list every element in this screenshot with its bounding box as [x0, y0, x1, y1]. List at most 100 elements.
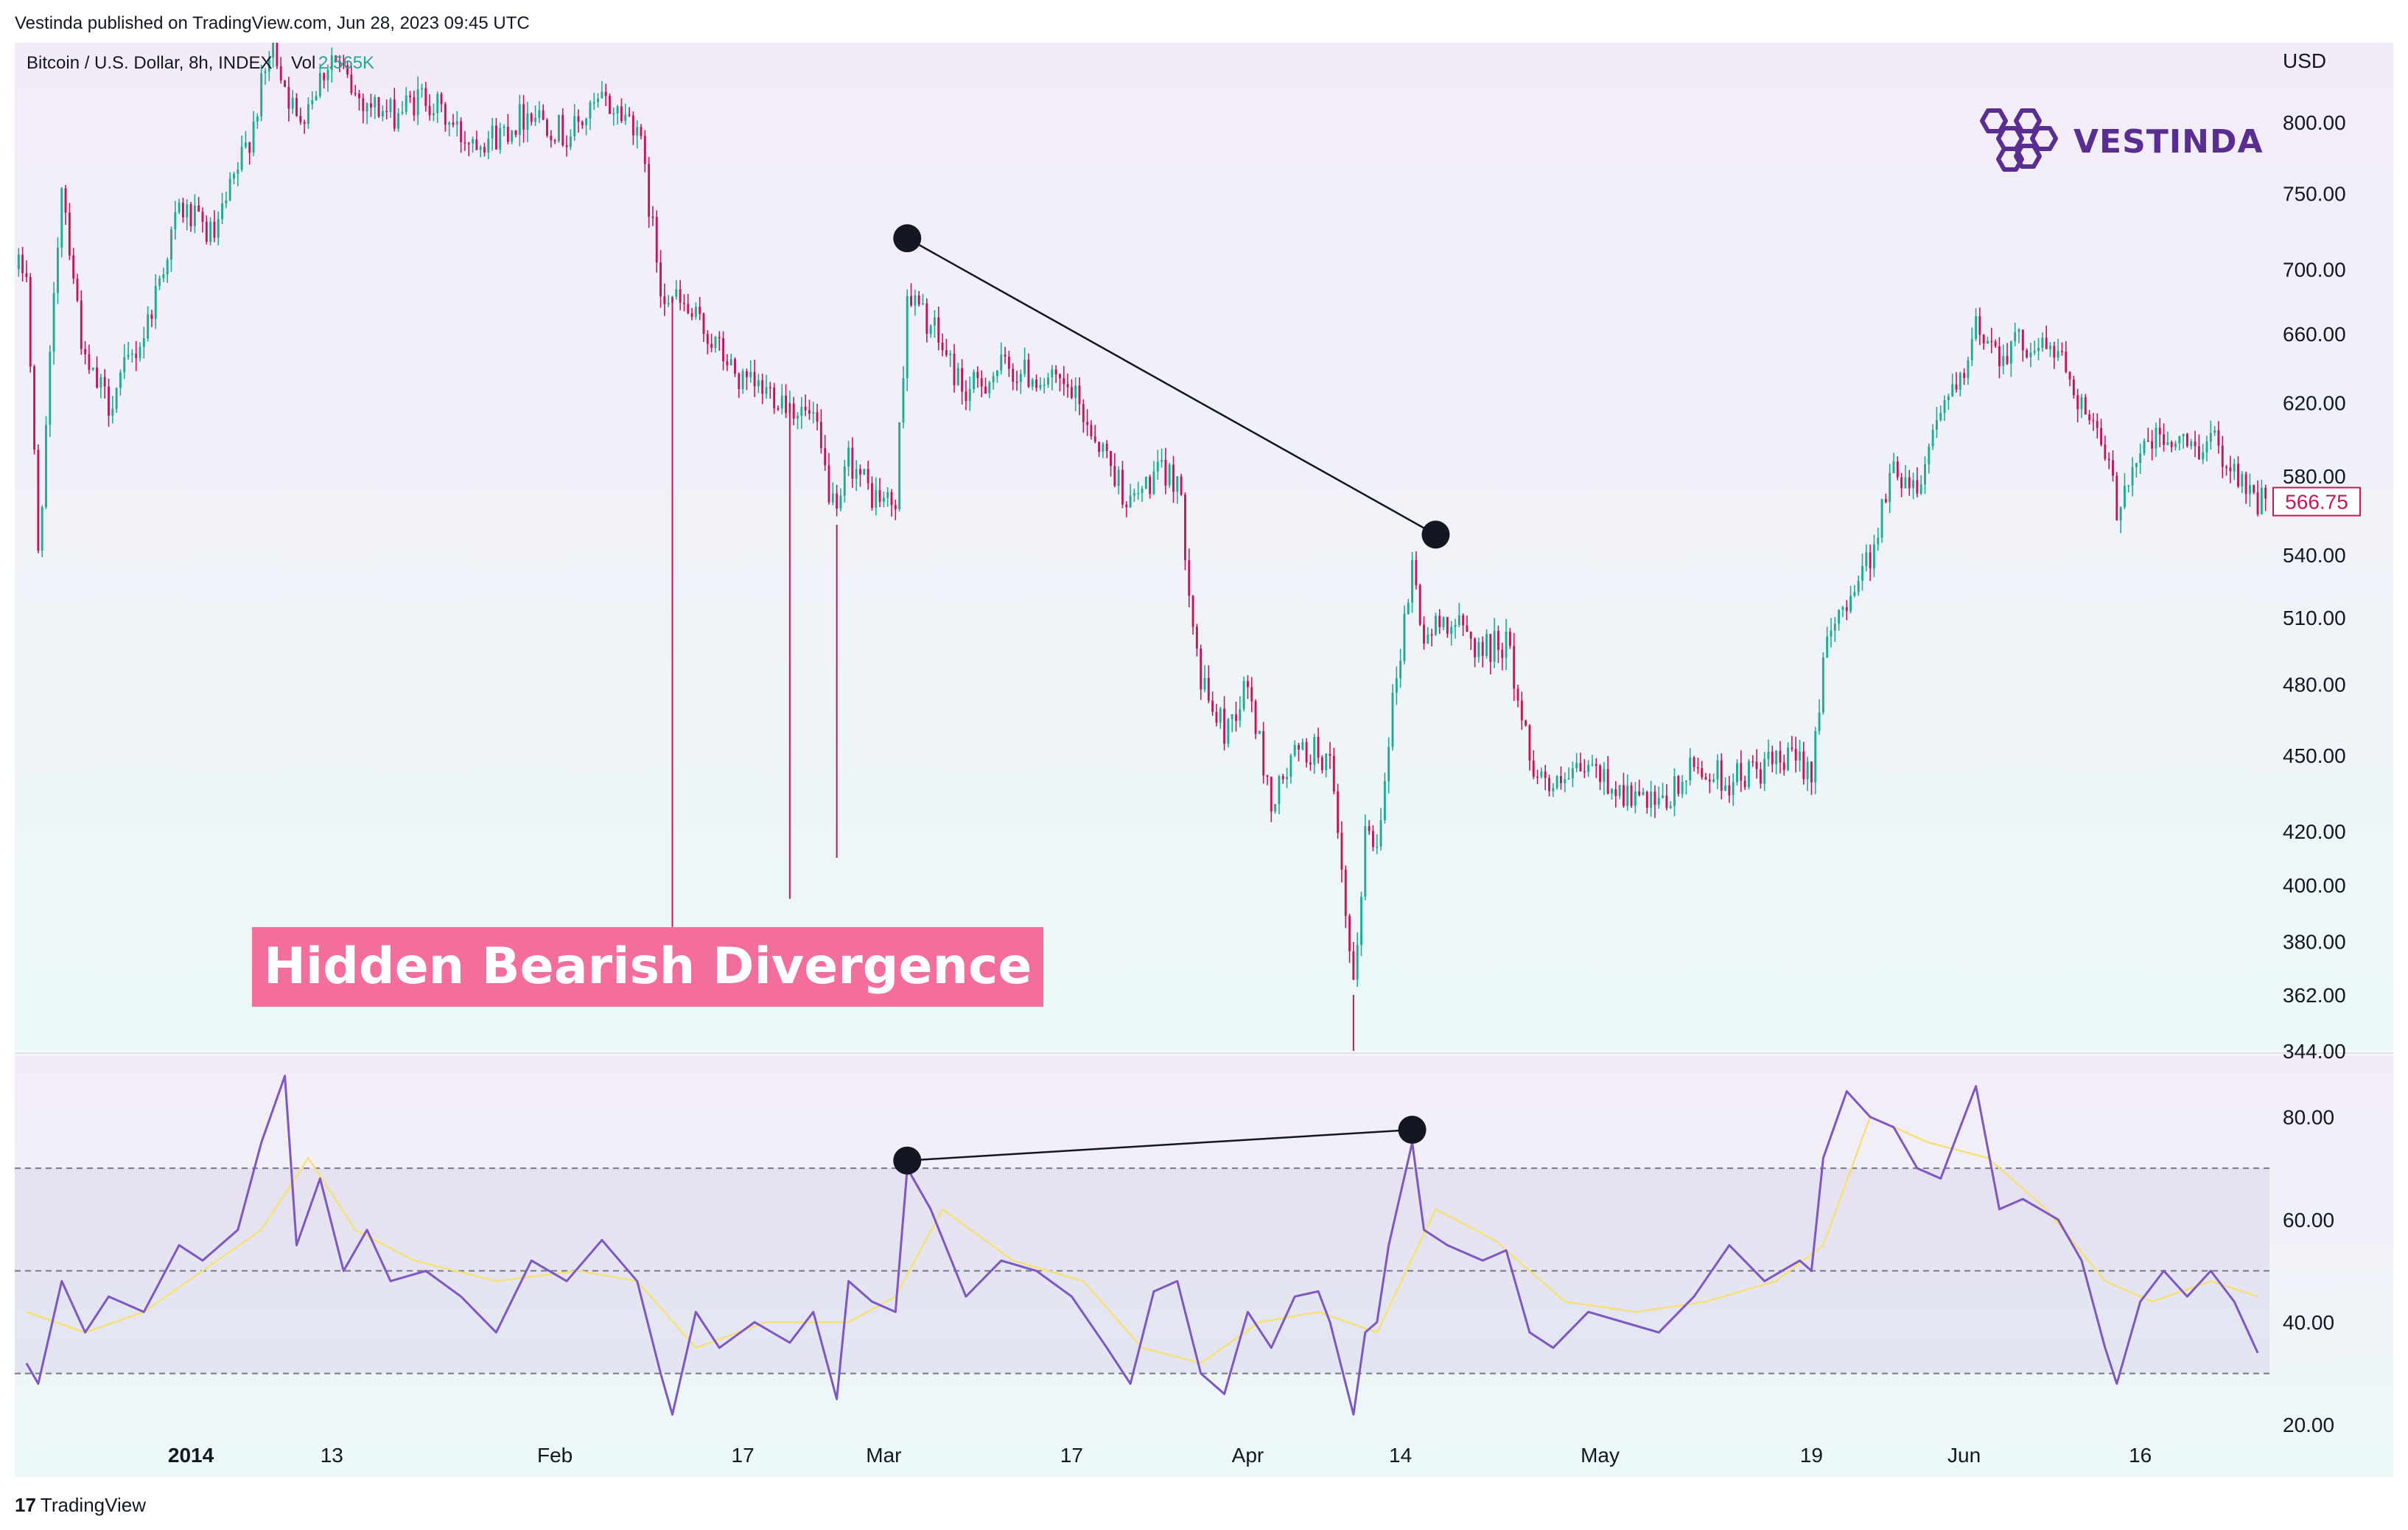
candle-body: [221, 203, 224, 220]
candle-body: [2233, 464, 2236, 472]
candle-body: [2260, 487, 2263, 514]
candle-body: [193, 205, 196, 227]
candle-body: [538, 110, 541, 118]
candle-body: [2021, 329, 2024, 351]
candle-body: [99, 377, 102, 388]
candle-body: [1305, 741, 1308, 763]
candle-body: [303, 122, 306, 124]
candle-body: [374, 97, 377, 108]
candle-body: [1755, 761, 1758, 769]
candle-body: [1684, 780, 1687, 782]
candle-body: [154, 285, 157, 319]
candle-body: [831, 493, 834, 503]
candle-body: [1849, 595, 1852, 612]
candle-body: [354, 93, 357, 94]
candle-body: [898, 422, 901, 509]
candle-body: [2009, 341, 2012, 364]
last-price-tag-bg: [2272, 486, 2361, 517]
candle-body: [816, 412, 819, 422]
candle-body: [1454, 624, 1457, 627]
candle-body: [291, 97, 294, 109]
candle-body: [1559, 776, 1562, 783]
tradingview-footer[interactable]: 17 TradingView: [15, 1490, 146, 1520]
candle-body: [91, 367, 94, 370]
price-tick-label: 420.00: [2283, 820, 2346, 843]
candle-body: [1129, 495, 1132, 508]
candle-body: [1880, 499, 1883, 538]
tradingview-logo-icon: 17: [15, 1493, 36, 1516]
candle-body: [1540, 771, 1543, 778]
candle-body: [2248, 485, 2251, 495]
candle-body: [511, 130, 514, 142]
candle-body: [197, 205, 200, 212]
candle-body: [1845, 607, 1848, 612]
symbol-legend: Bitcoin / U.S. Dollar, 8h, INDEX Vol 2.5…: [27, 53, 374, 73]
candle-body: [690, 313, 693, 318]
candle-body: [1806, 761, 1809, 780]
candle-body: [1696, 767, 1699, 769]
candle-body: [628, 114, 631, 116]
rsi-tick-label: 80.00: [2283, 1106, 2334, 1129]
price-tick-label: 400.00: [2283, 874, 2346, 897]
candle-body: [428, 105, 431, 116]
candle-body: [808, 410, 811, 414]
candle-body: [757, 380, 760, 386]
candle-body: [1579, 763, 1582, 772]
candle-body: [643, 136, 646, 164]
candle-body: [894, 505, 897, 509]
candle-body: [1555, 776, 1558, 789]
candle-body: [2143, 441, 2146, 454]
candle-body: [1998, 346, 2001, 366]
candle-body: [287, 86, 290, 109]
candle-body: [1031, 379, 1034, 387]
candle-body: [2264, 487, 2267, 499]
candle-body: [1051, 369, 1054, 378]
candle-body: [1415, 560, 1418, 586]
candle-body: [1599, 765, 1602, 782]
rsi-pane-bg: [15, 1055, 2393, 1477]
candle-body: [130, 353, 133, 355]
candle-body: [1242, 680, 1245, 710]
candle-body: [550, 136, 553, 141]
candle-body: [1293, 744, 1296, 756]
candle-body: [1286, 777, 1289, 780]
candle-body: [2229, 467, 2232, 472]
candle-body: [1544, 771, 1547, 778]
candle-body: [1884, 499, 1887, 503]
candle-body: [1070, 387, 1073, 398]
candle-body: [1074, 385, 1077, 398]
candle-body: [1466, 625, 1469, 632]
candle-body: [1090, 425, 1093, 437]
candle-body: [424, 88, 427, 106]
candle-body: [745, 371, 748, 377]
candle-body: [604, 91, 607, 97]
candle-body: [2026, 350, 2029, 357]
date-tick-label: Feb: [537, 1444, 573, 1467]
candle-body: [487, 138, 490, 153]
candle-body: [1869, 552, 1872, 569]
candle-body: [1681, 781, 1684, 794]
candle-body: [1677, 775, 1680, 794]
candle-body: [1626, 785, 1629, 806]
date-tick-label: 17: [732, 1444, 755, 1467]
candle-body: [1872, 544, 1875, 569]
candle-body: [1650, 792, 1653, 808]
candle-body: [906, 296, 909, 379]
candle-body: [839, 495, 842, 509]
candle-body: [2185, 433, 2188, 447]
candle-body: [1724, 785, 1727, 792]
candle-body: [2029, 352, 2032, 357]
candle-body: [166, 259, 169, 275]
candle-body: [346, 65, 349, 75]
date-tick-label: May: [1581, 1444, 1620, 1467]
candle-body: [248, 142, 251, 153]
candle-body: [1477, 642, 1480, 657]
candle-body: [1301, 741, 1304, 750]
candle-body: [1325, 753, 1328, 771]
candle-body: [1528, 725, 1531, 761]
candle-body: [1399, 660, 1402, 679]
candle-body: [702, 313, 705, 335]
candle-body: [965, 391, 967, 402]
candle-body: [1759, 769, 1762, 784]
